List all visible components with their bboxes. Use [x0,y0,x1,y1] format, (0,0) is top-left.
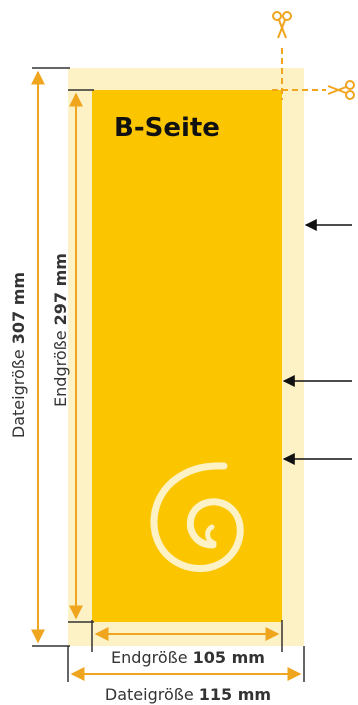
scissors-icon [272,11,292,39]
file-width-value: 115 mm [199,685,271,704]
final-width-value: 105 mm [193,648,265,667]
dimension-file-height [31,67,70,647]
final-height-label: Endgröße 297 mm [51,253,70,407]
final-height-value: 297 mm [51,253,70,325]
dimension-file-width [67,646,305,682]
file-width-label: Dateigröße 115 mm [105,685,271,704]
final-width-prefix: Endgröße [111,648,193,667]
scissors-icon [327,80,355,100]
file-height-label: Dateigröße 307 mm [9,272,28,438]
cut-marks [272,48,326,100]
file-width-prefix: Dateigröße [105,685,199,704]
pointer-arrows [282,219,352,465]
file-height-value: 307 mm [9,272,28,344]
spiral-logo-icon [150,462,244,572]
dimension-final-height [68,89,94,623]
final-width-label: Endgröße 105 mm [111,648,265,667]
file-height-prefix: Dateigröße [9,344,28,438]
dimension-final-width [91,620,283,652]
final-format-panel [92,90,282,622]
final-height-prefix: Endgröße [51,325,70,407]
side-title: B-Seite [114,113,220,143]
